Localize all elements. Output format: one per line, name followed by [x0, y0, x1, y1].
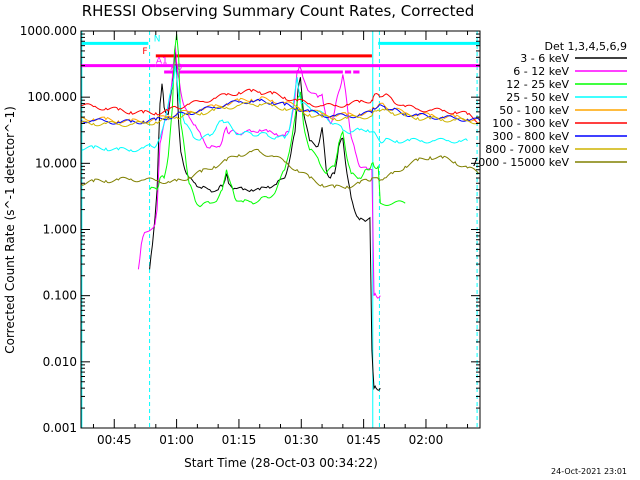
y-tick-label-1: 100.000 [27, 90, 77, 104]
y-tick-label-5: 0.010 [43, 355, 77, 369]
state-label-a1: A1 [156, 57, 168, 67]
x-tick-label-3: 01:30 [284, 433, 319, 447]
state-label-n: N [154, 34, 161, 44]
legend-label-4: 50 - 100 keV [499, 104, 569, 117]
y-tick-label-4: 0.100 [43, 289, 77, 303]
series-line-7 [80, 102, 481, 128]
series-line-5 [81, 88, 481, 125]
plot-frame [80, 30, 481, 429]
legend-label-6: 300 - 800 keV [492, 130, 569, 143]
x-tick-label-2: 01:15 [222, 433, 257, 447]
legend-label-3: 25 - 50 keV [506, 91, 569, 104]
x-axis-label: Start Time (28-Oct-03 00:34:22) [184, 456, 378, 470]
x-tick-label-5: 02:00 [409, 433, 444, 447]
legend-label-5: 100 - 300 keV [492, 117, 569, 130]
series-line-8 [80, 148, 481, 190]
series-line-2 [149, 33, 406, 208]
y-tick-label-6: 0.001 [43, 421, 77, 435]
render-timestamp: 24-Oct-2021 23:01 [551, 467, 627, 476]
legend-label-8: 7000 - 15000 keV [471, 156, 569, 169]
x-tick-label-1: 01:00 [159, 433, 194, 447]
legend-label-1: 6 - 12 keV [513, 65, 569, 78]
legend-label-2: 12 - 25 keV [506, 78, 569, 91]
axes: 1000.000 100.000 10.000 1.000 0.100 0.010 0.00… [20, 24, 480, 447]
legend-label-0: 3 - 6 keV [520, 52, 569, 65]
series-line-6 [80, 98, 481, 125]
x-tick-label-0: 00:45 [97, 433, 132, 447]
y-axis-label: Corrected Count Rate (s^-1 detector^-1) [3, 106, 17, 354]
legend-label-7: 800 - 7000 keV [485, 143, 569, 156]
chart-title: RHESSI Observing Summary Count Rates, Co… [82, 2, 475, 20]
x-tick-label-4: 01:45 [346, 433, 381, 447]
series-line-3 [80, 65, 468, 153]
series-line-1 [137, 45, 381, 299]
series-line-0 [149, 50, 381, 391]
state-label-f: F [142, 47, 147, 57]
y-tick-label-2: 10.000 [35, 156, 77, 170]
legend-title: Det 1,3,4,5,6,9 [544, 40, 627, 53]
y-tick-label-0: 1000.000 [20, 24, 77, 38]
y-tick-label-3: 1.000 [43, 223, 77, 237]
